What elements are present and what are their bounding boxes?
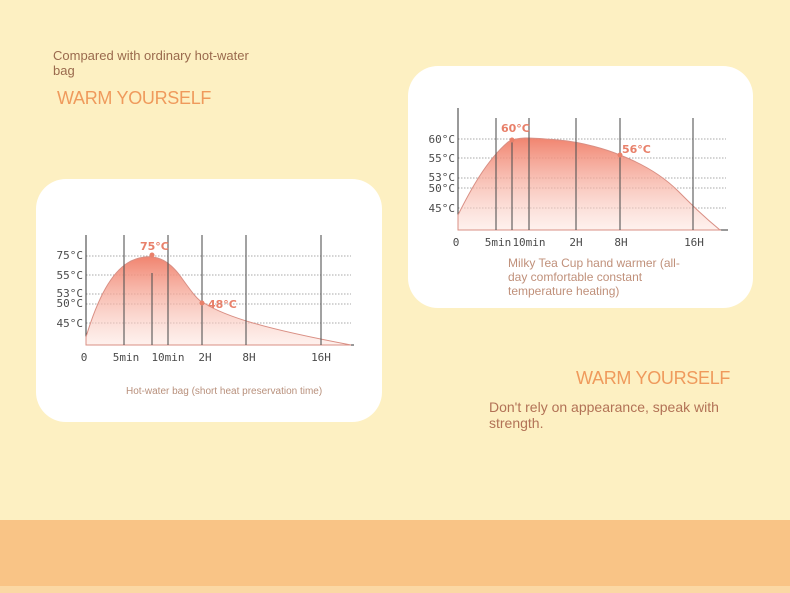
y-tick-label: 53°C — [429, 171, 456, 184]
y-tick-label: 50°C — [57, 297, 84, 310]
curve-hand-warmer — [457, 137, 722, 231]
bottom-band — [0, 520, 790, 593]
chart-caption: Hot-water bag (short heat preservation t… — [126, 386, 323, 397]
chart-svg-hot-water-bag: 75°C 55°C 53°C50°C 45°C 0 5min 10min 2H 8H 16H 7… — [57, 235, 354, 364]
y-tick-label: 75°C — [57, 249, 84, 262]
y-tick-label: 45°C — [57, 317, 84, 330]
x-tick-label: 8H — [614, 236, 627, 249]
x-tick-label: 16H — [684, 236, 704, 249]
chart-svg-hand-warmer: 60°C 55°C 53°C50°C 45°C 0 5min 10min 2H 8H 16H 6… — [429, 108, 728, 249]
x-tick-label: 8H — [242, 351, 255, 364]
callout-label: 75°C — [140, 240, 169, 253]
x-tick-label: 0 — [453, 236, 460, 249]
bottom-band-edge — [0, 586, 790, 593]
chart-caption: Milky Tea Cup hand warmer (all-day comfo… — [508, 256, 680, 298]
y-tick-label: 55°C — [57, 269, 84, 282]
x-tick-label: 0 — [81, 351, 88, 364]
x-tick-label: 2H — [198, 351, 211, 364]
x-tick-label: 5min — [113, 351, 140, 364]
x-tick-label: 10min — [512, 236, 545, 249]
callout-label: 56°C — [622, 143, 651, 156]
y-tick-label: 60°C — [429, 133, 456, 146]
intro-text: Compared with ordinary hot-water bag — [53, 48, 249, 78]
y-tick-label: 45°C — [429, 202, 456, 215]
x-tick-label: 10min — [151, 351, 184, 364]
callout-dot — [199, 300, 205, 306]
tagline-text: Don't rely on appearance, speak with str… — [489, 399, 719, 431]
y-tick-label: 53°C — [57, 287, 84, 300]
chart-card-hot-water-bag: 75°C 55°C 53°C 50°C 45°C 0 5min 10min 2H 8H 16H 7… — [36, 179, 382, 422]
x-tick-label: 2H — [569, 236, 582, 249]
callout-label: 60°C — [501, 122, 530, 135]
callout-dot — [509, 137, 515, 143]
callout-label: 48°C — [208, 298, 237, 311]
x-tick-label: 16H — [311, 351, 331, 364]
x-tick-label: 5min — [485, 236, 512, 249]
callout-dot — [149, 252, 155, 258]
y-tick-label: 50°C — [429, 182, 456, 195]
y-tick-label: 55°C — [429, 152, 456, 165]
chart-card-hand-warmer: 60°C 55°C 53°C 50°C 45°C 0 5min 10min 2H 8H 16H 6… — [408, 66, 753, 308]
heading-left: WARM YOURSELF — [57, 88, 212, 108]
heading-right: WARM YOURSELF — [576, 368, 731, 388]
callout-dot — [617, 152, 623, 158]
